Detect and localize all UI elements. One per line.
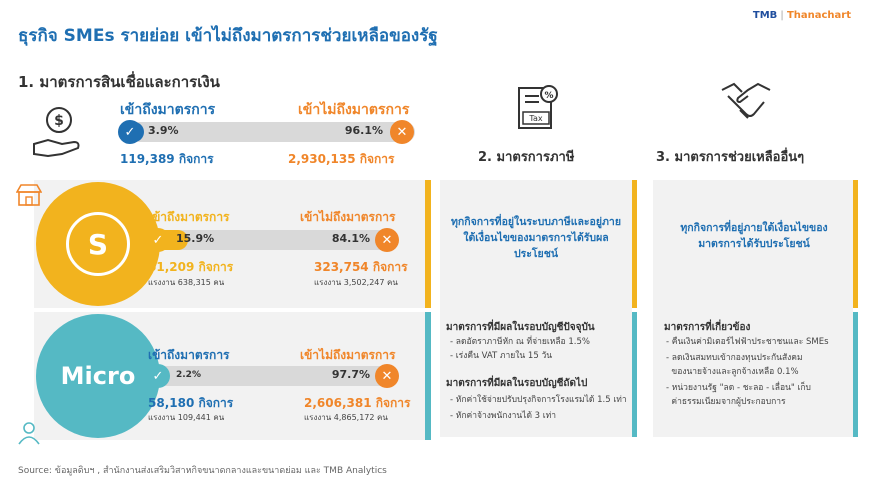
small-panel-accent bbox=[425, 180, 431, 308]
small-check-icon: ✓ bbox=[146, 228, 170, 252]
brand-logo: TMB | Thanachart bbox=[752, 10, 851, 21]
section3-accent-yellow bbox=[853, 180, 858, 308]
svg-text:$: $ bbox=[54, 113, 64, 129]
small-access-pct: 15.9% bbox=[176, 232, 215, 245]
micro-no-access-workers: แรงงาน 4,865,172 คน bbox=[304, 413, 388, 422]
section3-item: - ลดเงินสมทบเข้ากองทุนประกันสังคม bbox=[666, 353, 803, 363]
small-access-workers: แรงงาน 638,315 คน bbox=[148, 278, 225, 287]
section2-sub2-item: - หักค่าใช้จ่ายปรับปรุงกิจการโรงแรมได้ 1… bbox=[450, 395, 627, 405]
small-cross-icon: ✕ bbox=[375, 228, 399, 252]
section2-accent-teal bbox=[632, 312, 637, 437]
section2-sub2-item: - หักค่าจ้างพนักงานได้ 3 เท่า bbox=[450, 411, 557, 421]
micro-cross-icon: ✕ bbox=[375, 364, 399, 388]
section3-item: - หน่วยงานรัฐ "ลด - ชะลอ - เลื่อน" เก็บ bbox=[666, 383, 811, 393]
person-icon bbox=[18, 422, 40, 445]
brand-thanachart: Thanachart bbox=[786, 10, 851, 21]
small-access-label: เข้าถึงมาตรการ bbox=[148, 210, 230, 224]
micro-no-access-count: 2,606,381 กิจการ bbox=[304, 396, 411, 410]
small-no-access-pct: 84.1% bbox=[331, 232, 370, 245]
small-access-count: 61,209 กิจการ bbox=[148, 260, 234, 274]
small-no-access-label: เข้าไม่ถึงมาตรการ bbox=[300, 210, 396, 224]
overall-access-label: เข้าถึงมาตรการ bbox=[120, 102, 216, 118]
svg-text:%: % bbox=[544, 91, 553, 101]
handshake-icon bbox=[721, 82, 771, 119]
overall-no-access-pct: 96.1% bbox=[344, 124, 383, 137]
shop-icon bbox=[16, 184, 42, 206]
section1-heading: 1. มาตรการสินเชื่อและการเงิน bbox=[18, 73, 220, 91]
overall-bar: 3.9% 96.1% bbox=[120, 122, 415, 142]
section2-sub1: มาตรการที่มีผลในรอบบัญชีปัจจุบัน bbox=[446, 322, 595, 333]
micro-access-count: 58,180 กิจการ bbox=[148, 396, 234, 410]
micro-access-workers: แรงงาน 109,441 คน bbox=[148, 413, 225, 422]
small-no-access-count: 323,754 กิจการ bbox=[314, 260, 408, 274]
section2-sub1-item: - เร่งคืน VAT ภายใน 15 วัน bbox=[450, 351, 553, 361]
section2-sub1-item: - ลดอัตราภาษีหัก ณ ที่จ่ายเหลือ 1.5% bbox=[450, 337, 590, 347]
micro-panel-accent bbox=[425, 312, 431, 440]
section2-panel bbox=[440, 180, 632, 437]
overall-no-access-label: เข้าไม่ถึงมาตรการ bbox=[298, 102, 410, 118]
section2-accent-yellow bbox=[632, 180, 637, 308]
section3-item: - คืนเงินค่ามิเตอร์ไฟฟ้าประชาชนและ SMEs bbox=[666, 337, 829, 347]
tax-icon-text: Tax bbox=[528, 114, 542, 123]
section2-sub2: มาตรการที่มีผลในรอบบัญชีถัดไป bbox=[446, 378, 588, 389]
small-circle: S bbox=[36, 182, 160, 306]
source-note: Source: ข้อมูลดิบฯ , สำนักงานส่งเสริมวิส… bbox=[18, 466, 387, 476]
overall-no-access-count: 2,930,135 กิจการ bbox=[288, 152, 395, 166]
small-bar: 15.9% 84.1% bbox=[148, 230, 398, 250]
micro-access-pct: 2.2% bbox=[176, 370, 201, 380]
small-circle-label: S bbox=[66, 212, 130, 276]
section3-accent-teal bbox=[853, 312, 858, 437]
micro-access-label: เข้าถึงมาตรการ bbox=[148, 348, 230, 362]
money-hand-icon: $ bbox=[33, 107, 80, 158]
overall-check-icon: ✓ bbox=[118, 120, 142, 144]
section2-highlight: ทุกกิจการที่อยู่ในระบบภาษีและอยู่ภายใต้เ… bbox=[451, 216, 621, 260]
section3-highlight: ทุกกิจการที่อยู่ภายใต้เงื่อนไขของมาตรการ… bbox=[680, 222, 828, 250]
overall-access-pct: 3.9% bbox=[148, 124, 179, 137]
section3-item: ค่าธรรมเนียมจากผู้ประกอบการ bbox=[666, 397, 786, 407]
overall-cross-icon: ✕ bbox=[390, 120, 414, 144]
section3-item: ของนายจ้างและลูกจ้างเหลือ 0.1% bbox=[666, 367, 799, 377]
section3-heading: 3. มาตรการช่วยเหลืออื่นๆ bbox=[656, 150, 805, 165]
section3-sub1: มาตรการที่เกี่ยวข้อง bbox=[664, 322, 751, 333]
micro-circle-label: Micro bbox=[60, 362, 136, 390]
tax-document-icon: % Tax bbox=[518, 85, 558, 129]
micro-no-access-label: เข้าไม่ถึงมาตรการ bbox=[300, 348, 396, 362]
micro-check-icon: ✓ bbox=[146, 364, 170, 388]
micro-circle: Micro bbox=[36, 314, 160, 438]
micro-no-access-pct: 97.7% bbox=[331, 368, 370, 381]
section3-panel bbox=[653, 180, 853, 437]
page-title: ธุรกิจ SMEs รายย่อย เข้าไม่ถึงมาตรการช่ว… bbox=[18, 26, 438, 46]
brand-tmb: TMB bbox=[752, 10, 778, 21]
overall-access-count: 119,389 กิจการ bbox=[120, 152, 214, 166]
small-no-access-workers: แรงงาน 3,502,247 คน bbox=[314, 278, 398, 287]
micro-bar: 2.2% 97.7% bbox=[148, 366, 398, 386]
section2-heading: 2. มาตรการภาษี bbox=[478, 150, 575, 165]
